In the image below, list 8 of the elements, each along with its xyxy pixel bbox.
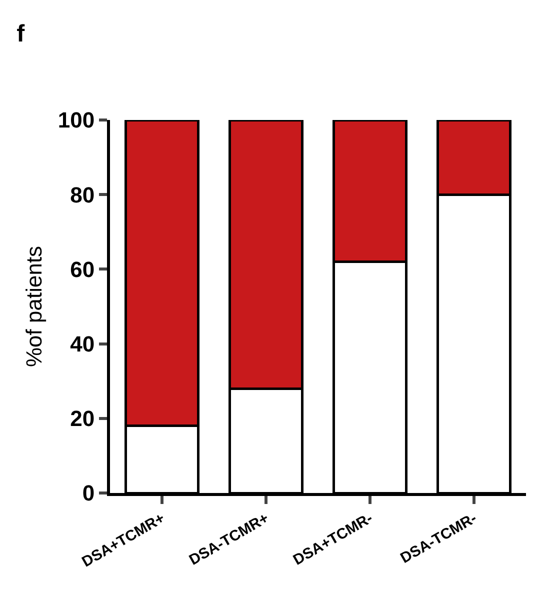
- y-tick-label: 60: [70, 256, 95, 282]
- y-tick-label: 100: [58, 108, 95, 133]
- chart-title: f: [16, 20, 26, 48]
- y-tick-label: 40: [70, 332, 95, 356]
- y-tick-label: 20: [70, 406, 95, 432]
- y-axis-title: %of patients: [22, 246, 47, 368]
- y-tick-label: 80: [70, 182, 95, 208]
- y-tick-label: 0: [82, 480, 95, 506]
